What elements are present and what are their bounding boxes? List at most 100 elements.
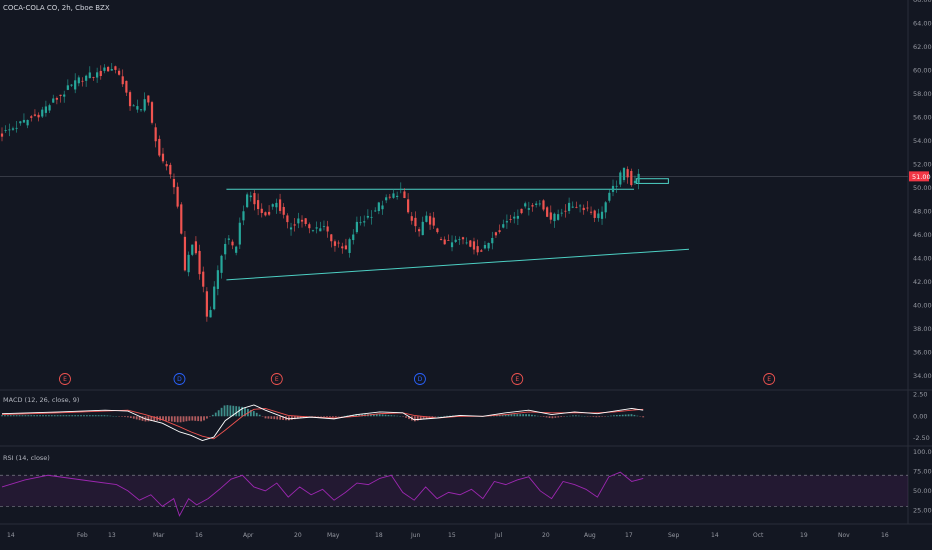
macd-hist-bar-75 (220, 407, 223, 417)
candle-body-161 (589, 211, 593, 213)
candle-body-46 (169, 164, 172, 175)
candle-body-9 (33, 114, 37, 116)
macd-hist-bar-68 (200, 416, 202, 422)
candle-body-109 (399, 188, 402, 190)
macd-hist-bar-177 (519, 414, 522, 417)
price-tick-label-2: 62.00 (913, 43, 932, 51)
macd-hist-bar-191 (560, 416, 563, 418)
macd-hist-bar-23 (68, 415, 71, 417)
candle-body-119 (436, 228, 439, 233)
macd-hist-bar-203 (595, 416, 598, 418)
candle-body-69 (253, 193, 256, 205)
candle-body-13 (48, 105, 51, 111)
candle-body-101 (370, 216, 373, 218)
event-marker-label-0: E (63, 376, 67, 383)
candle-body-148 (542, 200, 545, 210)
rsi-line (1, 471, 644, 517)
macd-hist-bar-98 (288, 416, 290, 421)
macd-hist-bar-202 (592, 416, 595, 417)
macd-hist-bar-129 (378, 414, 381, 417)
candle-body-21 (77, 77, 80, 84)
price-tick-label-16: 34.00 (913, 372, 932, 380)
candle-body-73 (267, 211, 271, 215)
macd-hist-bar-36 (106, 415, 109, 417)
candle-body-29 (107, 67, 110, 72)
candle-body-80 (293, 224, 296, 226)
candle-body-59 (216, 270, 219, 289)
candle-body-0 (0, 133, 4, 137)
candle-body-51 (187, 254, 190, 273)
price-tick-label-1: 64.00 (913, 20, 932, 28)
event-marker-label-1: D (177, 376, 182, 383)
macd-hist-bar-217 (636, 415, 639, 417)
candle-body-14 (52, 98, 55, 103)
macd-hist-bar-82 (241, 406, 243, 417)
candle-body-137 (502, 224, 505, 228)
macd-hist-bar-211 (618, 414, 621, 417)
candle-body-141 (516, 215, 519, 219)
macd-hist-bar-9 (27, 415, 30, 417)
macd-hist-bar-27 (80, 415, 82, 417)
macd-hist-bar-171 (501, 414, 504, 417)
candle-body-134 (491, 237, 494, 244)
candle-body-103 (377, 202, 380, 212)
macd-hist-bar-22 (65, 415, 68, 417)
macd-tick-label-1: 0.00 (913, 412, 927, 420)
candle-body-53 (194, 241, 198, 254)
macd-hist-bar-215 (630, 414, 633, 417)
macd-hist-bar-42 (124, 416, 126, 418)
candle-body-40 (147, 95, 150, 103)
candle-body-43 (158, 138, 161, 156)
candle-body-65 (238, 222, 241, 245)
candle-body-143 (524, 203, 527, 207)
candle-body-130 (476, 246, 479, 253)
macd-hist-bar-80 (235, 406, 238, 417)
candle-body-62 (227, 238, 230, 240)
macd-hist-bar-63 (185, 416, 188, 422)
macd-hist-bar-188 (551, 416, 554, 419)
macd-tick-label-2: -2.50 (913, 434, 930, 442)
macd-hist-bar-91 (267, 416, 270, 419)
candle-body-38 (139, 109, 143, 111)
candle-body-112 (410, 216, 413, 221)
macd-hist-bar-46 (135, 416, 138, 420)
macd-hist-bar-25 (74, 415, 77, 417)
candle-body-70 (257, 200, 260, 210)
candle-body-131 (480, 250, 483, 252)
macd-hist-bar-85 (249, 409, 252, 417)
macd-hist-bar-41 (121, 416, 123, 417)
macd-hist-bar-73 (214, 412, 217, 417)
macd-hist-bar-74 (217, 410, 220, 417)
candle-body-132 (483, 245, 487, 249)
macd-hist-bar-59 (173, 416, 176, 422)
candle-body-63 (231, 241, 234, 246)
time-tick-label-4: 16 (195, 532, 203, 539)
event-marker-label-3: D (418, 376, 423, 383)
rsi-tick-label-2: 50.00 (913, 487, 932, 495)
candle-body-95 (348, 239, 351, 253)
candle-body-157 (575, 206, 578, 208)
candle-body-7 (26, 119, 29, 126)
macd-hist-bar-189 (554, 416, 557, 418)
macd-hist-bar-209 (613, 415, 615, 417)
macd-hist-bar-182 (533, 415, 536, 417)
macd-hist-bar-93 (273, 416, 276, 420)
candle-body-75 (275, 202, 278, 208)
candle-body-152 (557, 214, 560, 220)
macd-hist-bar-176 (516, 414, 519, 417)
time-tick-label-12: 20 (542, 532, 550, 539)
time-tick-label-2: 13 (108, 532, 116, 539)
candle-body-167 (611, 185, 615, 192)
macd-hist-bar-26 (77, 415, 80, 417)
candle-body-150 (549, 212, 552, 220)
macd-hist-bar-121 (355, 414, 358, 417)
macd-hist-bar-131 (384, 414, 387, 417)
price-tick-label-15: 36.00 (913, 349, 932, 357)
candle-body-127 (465, 242, 468, 244)
rsi-tick-label-0: 100.00 (913, 448, 932, 456)
macd-hist-bar-58 (170, 416, 173, 422)
candle-body-71 (260, 208, 263, 213)
macd-hist-bar-70 (206, 416, 208, 419)
macd-hist-bar-65 (191, 416, 194, 421)
